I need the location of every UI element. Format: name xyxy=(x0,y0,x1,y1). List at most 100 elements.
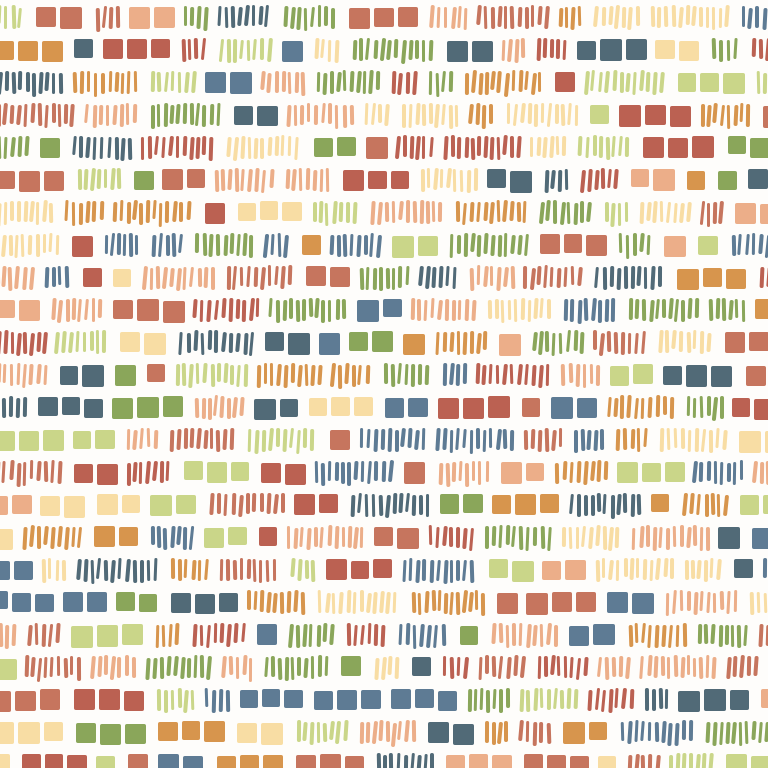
painted-dash xyxy=(692,461,699,484)
painted-square xyxy=(122,494,141,513)
painted-dash xyxy=(70,526,76,547)
painted-dash xyxy=(132,104,137,124)
painted-dash xyxy=(160,657,165,680)
painted-dash xyxy=(699,527,704,552)
painted-dash xyxy=(169,104,175,125)
painted-dash xyxy=(193,655,198,679)
painted-dash xyxy=(538,330,544,355)
painted-dash xyxy=(140,136,145,160)
painted-dash xyxy=(94,72,98,97)
painted-dash xyxy=(437,299,444,321)
painted-dash xyxy=(667,722,673,746)
painted-dash xyxy=(470,331,475,355)
painted-dash xyxy=(344,362,350,384)
painted-dash xyxy=(699,331,704,355)
painted-dash xyxy=(103,559,108,581)
painted-dash xyxy=(564,6,569,29)
painted-square xyxy=(204,527,225,548)
painted-dash xyxy=(398,492,404,513)
painted-dash xyxy=(503,5,508,29)
painted-dash xyxy=(259,493,264,513)
painted-dash xyxy=(421,39,426,62)
painted-dash xyxy=(709,429,714,454)
painted-dash xyxy=(692,657,697,678)
painted-dash xyxy=(5,624,10,649)
painted-dash xyxy=(190,690,194,711)
painted-square xyxy=(496,593,519,615)
painted-dash xyxy=(192,298,199,319)
painted-dash xyxy=(353,624,359,647)
painted-dash xyxy=(628,625,634,648)
painted-dash xyxy=(497,721,504,744)
painted-dash xyxy=(616,560,620,582)
painted-dash xyxy=(473,168,479,192)
painted-dash xyxy=(650,265,656,290)
painted-square xyxy=(437,691,458,711)
painted-square xyxy=(664,235,686,258)
painted-square xyxy=(510,171,532,193)
painted-dash xyxy=(399,427,406,448)
painted-dash xyxy=(116,233,121,256)
painted-square xyxy=(43,171,64,192)
painted-dash xyxy=(170,70,175,91)
painted-dash xyxy=(117,167,122,189)
painted-dash xyxy=(681,300,685,322)
painted-dash xyxy=(658,526,664,549)
painted-square xyxy=(100,723,122,746)
painted-square xyxy=(445,754,466,768)
painted-dash xyxy=(0,103,2,128)
painted-dash xyxy=(361,461,365,483)
painted-dash xyxy=(0,202,2,227)
painted-dash xyxy=(18,71,23,91)
painted-dash xyxy=(175,364,180,387)
painted-dash xyxy=(328,102,333,125)
painted-square xyxy=(206,462,228,483)
painted-square xyxy=(73,463,93,483)
painted-dash xyxy=(678,202,685,223)
painted-dash xyxy=(216,102,221,127)
painted-dash xyxy=(196,427,202,449)
painted-dash xyxy=(582,656,589,677)
painted-dash xyxy=(428,40,434,62)
painted-dash xyxy=(726,39,731,61)
painted-dash xyxy=(438,202,443,223)
painted-dash xyxy=(235,656,240,679)
painted-dash xyxy=(335,721,342,745)
painted-dash xyxy=(2,103,9,126)
painted-dash xyxy=(732,655,738,677)
painted-square xyxy=(676,268,699,291)
painted-dash xyxy=(699,591,704,612)
painted-dash xyxy=(202,135,207,156)
painted-dash xyxy=(496,70,503,93)
painted-dash xyxy=(342,234,348,258)
painted-dash xyxy=(712,592,717,613)
painted-dash xyxy=(692,525,698,547)
painted-dash xyxy=(422,558,427,582)
painted-dash xyxy=(563,656,568,679)
painted-dash xyxy=(146,427,151,447)
painted-dash xyxy=(0,363,2,384)
painted-square xyxy=(417,235,438,256)
painted-dash xyxy=(322,622,329,643)
painted-dash xyxy=(737,233,743,256)
painted-dash xyxy=(57,525,63,547)
painted-dash xyxy=(483,233,490,255)
painted-dash xyxy=(449,591,455,615)
painted-square xyxy=(308,397,328,417)
painted-dash xyxy=(308,297,313,317)
painted-dash xyxy=(635,6,640,27)
painted-square xyxy=(397,6,419,27)
painted-dash xyxy=(132,560,137,584)
painted-dash xyxy=(127,137,132,160)
painted-dash xyxy=(75,331,80,352)
painted-dash xyxy=(590,495,595,517)
painted-dash xyxy=(408,557,413,581)
painted-dash xyxy=(304,363,309,386)
painted-dash xyxy=(583,70,590,95)
painted-dash xyxy=(516,363,523,385)
painted-dash xyxy=(277,657,282,681)
painted-dash xyxy=(758,234,764,255)
painted-dash xyxy=(428,102,433,125)
painted-dash xyxy=(703,560,708,583)
painted-dash xyxy=(514,38,520,63)
